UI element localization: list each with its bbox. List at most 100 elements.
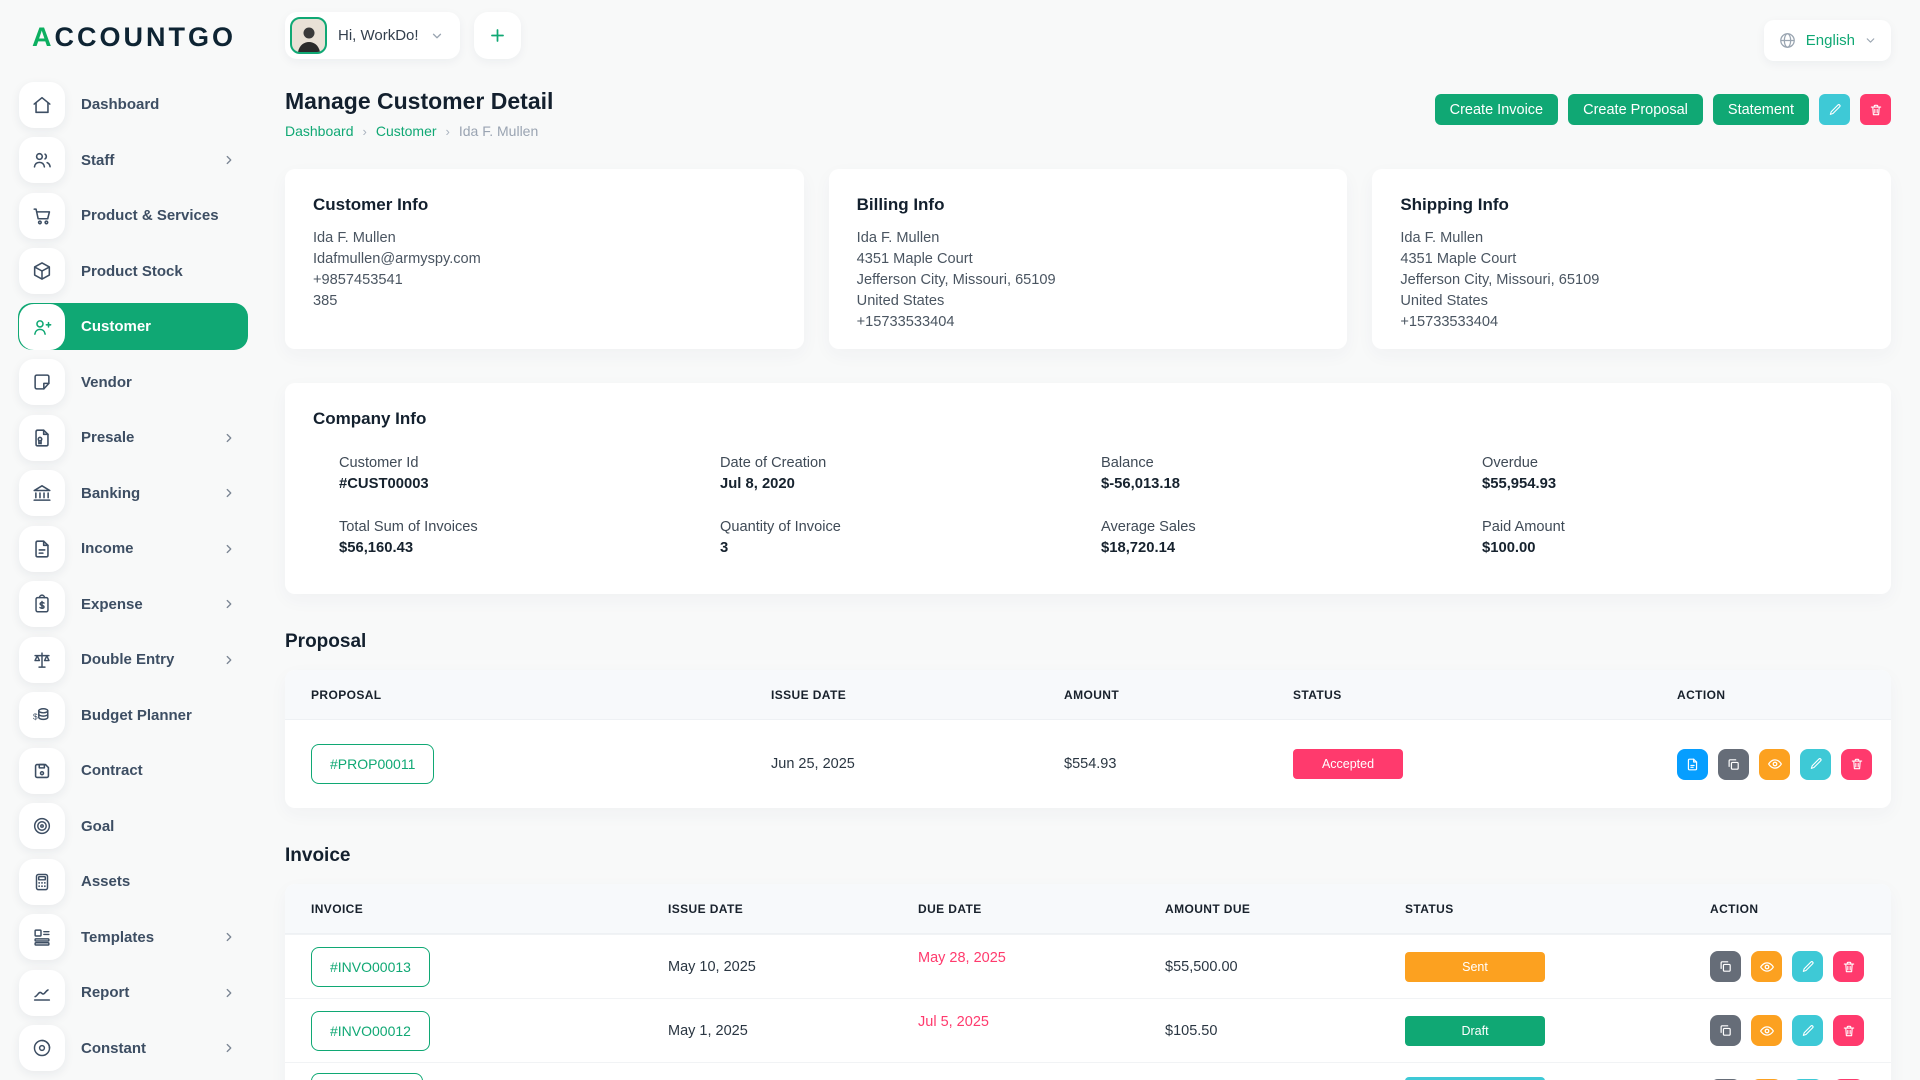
layout-icon bbox=[19, 914, 65, 960]
invoice-issue-date: May 1, 2025 bbox=[668, 1022, 748, 1039]
invoice-number-link[interactable] bbox=[311, 1072, 423, 1080]
billing-country: United States bbox=[856, 293, 945, 309]
sidebar-item-double-entry[interactable]: Double Entry bbox=[18, 636, 248, 683]
proposal-status-badge: Accepted bbox=[1293, 749, 1403, 779]
sidebar-item-expense[interactable]: Expense bbox=[18, 581, 248, 628]
language-label: English bbox=[1805, 32, 1855, 49]
sidebar-item-report[interactable]: Report bbox=[18, 969, 248, 1016]
brand-logo-accent: A bbox=[32, 22, 55, 52]
create-proposal-button[interactable]: Create Proposal bbox=[1568, 94, 1703, 125]
invoice-table: INVOICE ISSUE DATE DUE DATE AMOUNT DUE S… bbox=[285, 884, 1891, 1080]
proposal-delete-button[interactable] bbox=[1841, 748, 1872, 780]
invoice-duplicate-button[interactable] bbox=[1710, 1015, 1741, 1046]
invoice-row: #INVO00013 May 10, 2025 May 28, 2025 $55… bbox=[285, 934, 1891, 998]
sidebar-item-product-stock[interactable]: Product Stock bbox=[18, 248, 248, 295]
shipping-street: 4351 Maple Court bbox=[1400, 251, 1517, 267]
invoice-row: Apr 17, 2025 bbox=[285, 1062, 1891, 1080]
page-title: Manage Customer Detail bbox=[285, 88, 554, 114]
sidebar-item-budget-planner[interactable]: $ Budget Planner bbox=[18, 692, 248, 739]
proposal-edit-button[interactable] bbox=[1800, 748, 1831, 780]
create-invoice-button[interactable]: Create Invoice bbox=[1434, 94, 1559, 125]
sidebar-item-banking[interactable]: Banking bbox=[18, 470, 248, 517]
clipboard-dollar-icon bbox=[19, 581, 65, 627]
trash-icon bbox=[1850, 757, 1864, 771]
eye-icon bbox=[1767, 756, 1783, 772]
invoice-view-button[interactable] bbox=[1751, 1015, 1782, 1046]
proposal-table-header: PROPOSAL ISSUE DATE AMOUNT STATUS ACTION bbox=[285, 670, 1891, 720]
shipping-name: Ida F. Mullen bbox=[1400, 230, 1484, 246]
proposal-duplicate-button[interactable] bbox=[1718, 748, 1749, 780]
proposal-invoice-button[interactable] bbox=[1677, 748, 1708, 780]
customer-info-title: Customer Info bbox=[313, 195, 429, 214]
proposal-view-button[interactable] bbox=[1759, 748, 1790, 780]
sidebar-item-constant[interactable]: Constant bbox=[18, 1025, 248, 1072]
invoice-due-date: May 28, 2025 bbox=[918, 949, 1006, 966]
sidebar-item-templates[interactable]: Templates bbox=[18, 914, 248, 961]
invoice-view-button[interactable] bbox=[1751, 951, 1782, 982]
trash-icon bbox=[1842, 960, 1856, 974]
proposal-number-link[interactable]: #PROP00011 bbox=[311, 744, 435, 784]
sidebar-item-dashboard[interactable]: Dashboard bbox=[18, 81, 248, 128]
statement-button[interactable]: Statement bbox=[1712, 94, 1809, 125]
add-button[interactable] bbox=[473, 12, 521, 59]
breadcrumb-dashboard[interactable]: Dashboard bbox=[285, 123, 354, 139]
disc-icon bbox=[19, 1025, 65, 1071]
header-actions: Create Invoice Create Proposal Statement bbox=[1434, 94, 1891, 125]
field-average-sales: Average Sales $18,720.14 bbox=[1101, 519, 1196, 556]
invoice-row: #INVO00012 May 1, 2025 Jul 5, 2025 $105.… bbox=[285, 998, 1891, 1062]
invoice-delete-button[interactable] bbox=[1833, 951, 1864, 982]
proposal-row: #PROP00011 Jun 25, 2025 $554.93 Accepted bbox=[285, 720, 1891, 808]
field-date-of-creation: Date of Creation Jul 8, 2020 bbox=[720, 455, 827, 492]
proposal-actions bbox=[1651, 748, 1891, 780]
sidebar-item-goal[interactable]: Goal bbox=[18, 803, 248, 850]
breadcrumb-separator: › bbox=[362, 123, 367, 139]
sidebar-item-income[interactable]: Income bbox=[18, 525, 248, 572]
user-menu[interactable]: Hi, WorkDo! bbox=[285, 12, 460, 59]
company-info-fields: Customer Id #CUST00003 Date of Creation Ju… bbox=[313, 455, 1863, 556]
invoice-edit-button[interactable] bbox=[1792, 1015, 1823, 1046]
eye-icon bbox=[1759, 1023, 1775, 1039]
sidebar-item-assets[interactable]: Assets bbox=[18, 858, 248, 905]
pencil-icon bbox=[1828, 103, 1842, 117]
breadcrumb-customer[interactable]: Customer bbox=[375, 123, 437, 139]
chevron-right-icon bbox=[222, 1041, 236, 1055]
invoice-edit-button[interactable] bbox=[1792, 951, 1823, 982]
sidebar-item-staff[interactable]: Staff bbox=[18, 137, 248, 184]
delete-customer-button[interactable] bbox=[1860, 94, 1891, 125]
shipping-info-card: Shipping Info Ida F. Mullen 4351 Maple C… bbox=[1372, 169, 1891, 349]
field-overdue: Overdue $55,954.93 bbox=[1482, 455, 1557, 492]
invoice-due-date: Jul 5, 2025 bbox=[918, 1013, 989, 1030]
copy-icon bbox=[1718, 1023, 1733, 1038]
invoice-amount-due: $105.50 bbox=[1165, 1022, 1218, 1039]
main-content: Hi, WorkDo! English Manage Customer Deta… bbox=[262, 0, 1920, 1080]
invoice-section-title: Invoice bbox=[285, 845, 351, 866]
field-total-sum-invoices: Total Sum of Invoices $56,160.43 bbox=[339, 519, 478, 556]
invoice-duplicate-button[interactable] bbox=[1710, 951, 1741, 982]
company-info-card: Company Info Customer Id #CUST00003 Date … bbox=[285, 383, 1891, 594]
breadcrumb-current: Ida F. Mullen bbox=[458, 123, 539, 139]
sidebar-item-customer[interactable]: Customer bbox=[18, 303, 248, 350]
sidebar-item-contract[interactable]: Contract bbox=[18, 747, 248, 794]
user-plus-icon bbox=[19, 303, 65, 350]
invoice-amount-due: $55,500.00 bbox=[1165, 958, 1238, 975]
edit-customer-button[interactable] bbox=[1819, 94, 1850, 125]
billing-street: 4351 Maple Court bbox=[856, 251, 973, 267]
copy-icon bbox=[1726, 757, 1741, 772]
proposal-amount: $554.93 bbox=[1064, 756, 1117, 772]
invoice-status-badge: Draft bbox=[1405, 1015, 1545, 1046]
breadcrumb: Dashboard › Customer › Ida F. Mullen bbox=[285, 123, 553, 139]
sidebar-item-product-services[interactable]: Product & Services bbox=[18, 192, 248, 239]
invoice-status-badge: Sent bbox=[1405, 951, 1545, 982]
sidebar-item-vendor[interactable]: Vendor bbox=[18, 359, 248, 406]
invoice-number-link[interactable]: #INVO00013 bbox=[311, 946, 430, 987]
billing-info-title: Billing Info bbox=[856, 195, 945, 214]
greeting-text: Hi, WorkDo! bbox=[338, 27, 419, 44]
invoice-delete-button[interactable] bbox=[1833, 1015, 1864, 1046]
target-icon bbox=[19, 803, 65, 849]
invoice-number-link[interactable]: #INVO00012 bbox=[311, 1010, 430, 1051]
file-invoice-icon bbox=[1685, 757, 1700, 772]
sidebar-item-presale[interactable]: Presale bbox=[18, 414, 248, 461]
trash-icon bbox=[1842, 1024, 1856, 1038]
language-selector[interactable]: English bbox=[1763, 20, 1891, 61]
avatar bbox=[290, 17, 327, 54]
